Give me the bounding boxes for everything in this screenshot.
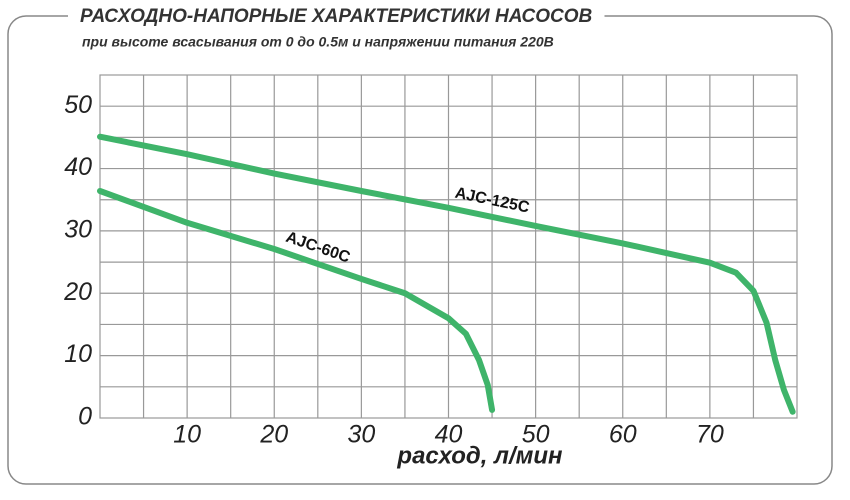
title-background (68, 4, 605, 30)
line-series (97, 187, 496, 413)
y-tick-label: 40 (64, 153, 92, 181)
x-tick-label: 10 (173, 421, 201, 449)
x-tick-label: 20 (259, 421, 288, 449)
chart-subtitle: при высоте всасывания от 0 до 0.5м и нап… (82, 34, 554, 50)
x-tick-label: 70 (696, 421, 724, 449)
x-tick-label: 50 (522, 421, 550, 449)
x-tick-label: 30 (347, 421, 375, 449)
x-tick-label: 60 (609, 421, 637, 449)
y-tick-label: 30 (64, 216, 92, 244)
y-tick-label: 10 (64, 340, 92, 368)
chart-title: РАСХОДНО-НАПОРНЫЕ ХАРАКТЕРИСТИКИ НАСОСОВ (80, 6, 592, 27)
x-tick-label: 40 (435, 421, 463, 449)
x-axis-label: расход, л/мин (396, 442, 563, 469)
y-tick-label: 0 (78, 403, 92, 431)
y-tick-label: 50 (64, 91, 92, 119)
y-tick-label: 20 (63, 278, 92, 306)
plot-border (99, 74, 798, 419)
line-series (97, 133, 796, 415)
frame (7, 15, 833, 485)
